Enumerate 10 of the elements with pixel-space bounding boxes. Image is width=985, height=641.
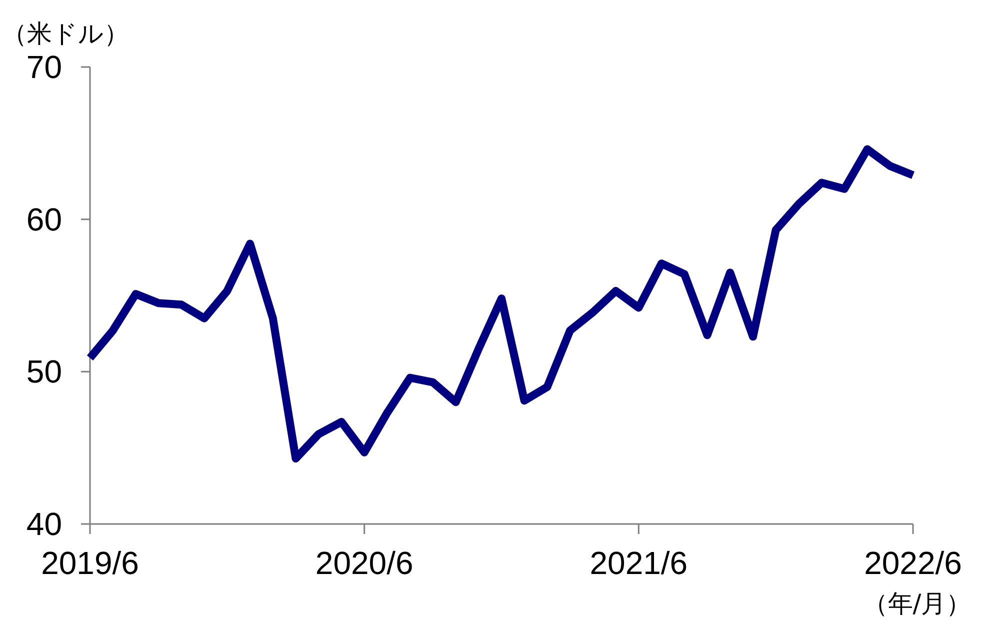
x-tick-label: 2022/6 xyxy=(864,545,962,581)
y-tick-label: 70 xyxy=(26,49,62,85)
y-tick-label: 50 xyxy=(26,354,62,390)
x-axis-title: （年/月） xyxy=(862,589,972,618)
x-tick-label: 2020/6 xyxy=(315,545,414,581)
y-axis-title: （米ドル） xyxy=(2,19,129,48)
x-tick-label: 2021/6 xyxy=(590,545,688,581)
y-tick-label: 40 xyxy=(26,506,62,542)
x-tick-label: 2019/6 xyxy=(41,545,139,581)
y-tick-label: 60 xyxy=(26,201,62,238)
